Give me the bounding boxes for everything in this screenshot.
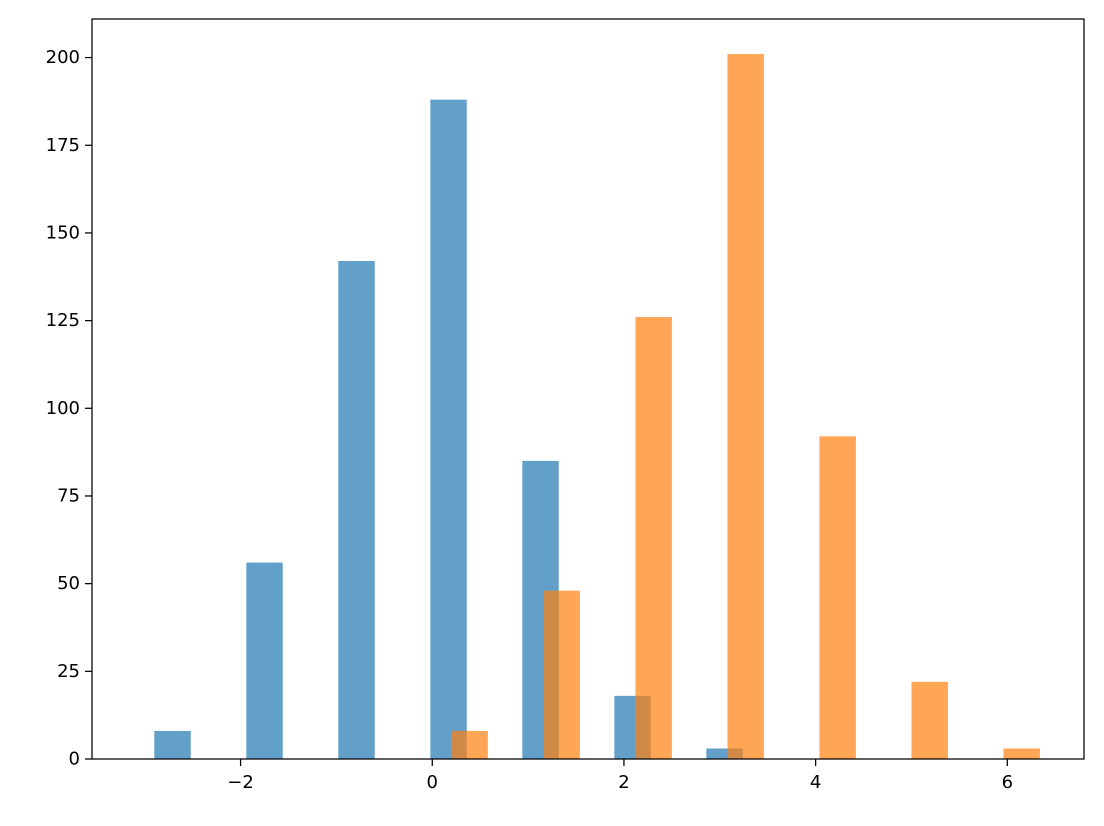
bar-series-2-3 bbox=[635, 317, 672, 759]
bar-series-1-4 bbox=[430, 99, 467, 759]
bar-series-2-6 bbox=[911, 681, 948, 759]
y-tick-label: 200 bbox=[46, 47, 80, 68]
x-tick-label: 6 bbox=[1002, 772, 1013, 793]
bar-series-2-2 bbox=[543, 590, 580, 759]
plot-frame bbox=[91, 18, 1085, 760]
x-tick-label: 2 bbox=[618, 772, 629, 793]
bar-series-1-7 bbox=[706, 748, 743, 759]
y-tick-label: 125 bbox=[46, 310, 80, 331]
x-tick-label: −2 bbox=[227, 772, 254, 793]
bar-series-2-4 bbox=[727, 54, 764, 759]
y-tick-label: 150 bbox=[46, 222, 80, 243]
y-tick-label: 75 bbox=[57, 485, 80, 506]
ticks-layer: −2 0 2 4 6 0 25 50 75 100 125 150 175 200 bbox=[46, 47, 1013, 793]
y-tick-label: 25 bbox=[57, 661, 80, 682]
x-tick-label: 4 bbox=[810, 772, 821, 793]
bar-series-2-5 bbox=[819, 436, 856, 759]
bar-series-2-7 bbox=[1003, 748, 1040, 759]
bar-series-1-2 bbox=[246, 562, 283, 759]
x-tick-label: 0 bbox=[427, 772, 438, 793]
bar-series-1-1 bbox=[154, 730, 191, 759]
bar-series-2-1 bbox=[451, 730, 488, 759]
y-tick-label: 100 bbox=[46, 398, 80, 419]
bars-layer bbox=[154, 54, 1040, 759]
y-tick-label: 175 bbox=[46, 135, 80, 156]
y-tick-label: 0 bbox=[69, 749, 80, 770]
bar-series-1-3 bbox=[338, 260, 375, 759]
y-tick-label: 50 bbox=[57, 573, 80, 594]
